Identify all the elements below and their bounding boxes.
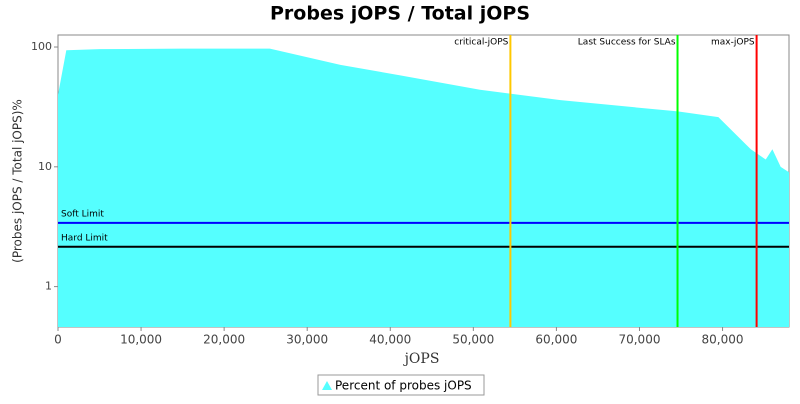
limit-label: Soft Limit [61,209,104,219]
marker-label: Last Success for SLAs [578,38,676,48]
marker-label: critical-jOPS [454,38,508,48]
legend-swatch [322,381,332,390]
x-tick-label: 40,000 [369,333,411,347]
x-tick-label: 10,000 [120,333,162,347]
x-tick-label: 60,000 [535,333,577,347]
y-tick-label: 10 [38,160,52,173]
legend-box [317,374,485,396]
x-tick-label: 20,000 [203,333,245,347]
marker-label: max-jOPS [711,38,755,48]
x-tick-label: 0 [54,333,62,347]
chart-title: Probes jOPS / Total jOPS [270,3,530,25]
area [58,48,789,328]
limit-label: Hard Limit [61,233,108,243]
legend-label: Percent of probes jOPS [335,379,472,393]
y-axis-label: (Probes jOPS / Total jOPS)% [11,99,25,263]
x-tick-label: 30,000 [286,333,328,347]
y-tick-label: 100 [31,40,52,53]
x-tick-label: 70,000 [618,333,660,347]
x-axis-label: jOPS [403,351,440,367]
x-tick-label: 80,000 [702,333,744,347]
x-tick-label: 50,000 [452,333,494,347]
y-tick-label: 1 [45,280,52,293]
